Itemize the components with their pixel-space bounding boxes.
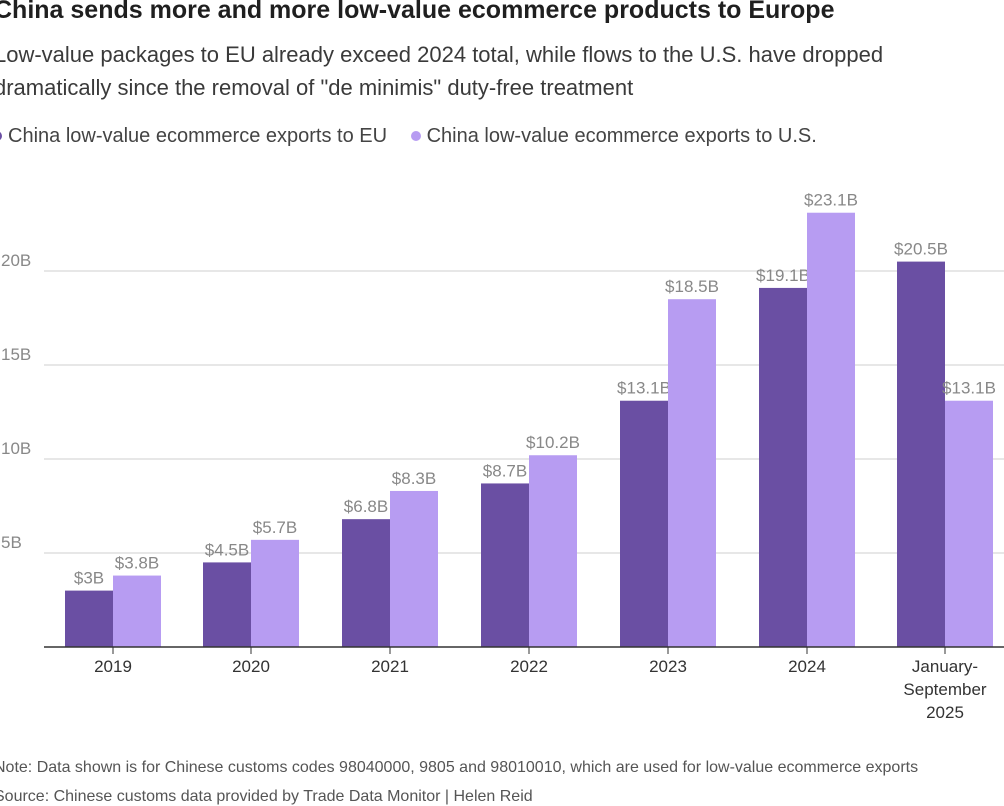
data-label: $19.1B xyxy=(756,266,810,285)
bar-us xyxy=(668,299,716,647)
x-tick-label: January- September 2025 xyxy=(903,657,986,722)
x-tick-label: 2023 xyxy=(649,657,687,676)
data-label: $4.5B xyxy=(205,540,249,559)
chart-subtitle: Low-value packages to EU already exceed … xyxy=(0,42,884,100)
x-tick-label-line: 2024 xyxy=(788,657,826,676)
chart-title: China sends more and more low-value ecom… xyxy=(0,0,835,24)
bar-us xyxy=(945,400,993,647)
bar-eu xyxy=(481,483,529,647)
bar-eu xyxy=(342,519,390,647)
x-tick-label-line: 2023 xyxy=(649,657,687,676)
bar-us xyxy=(390,490,438,647)
legend-label-eu: China low-value ecommerce exports to EU xyxy=(8,124,388,147)
y-tick-label: 10B xyxy=(1,439,31,458)
data-label: $20.5B xyxy=(894,240,948,259)
bar-chart: 5B 10B 15B 20B $3B $4.5B $6.8B $8.7B $13.1B $19.1… xyxy=(1,191,1004,722)
x-tick-label-line: 2020 xyxy=(232,657,270,676)
x-tick-label-line: 2019 xyxy=(94,657,132,676)
legend-swatch-eu xyxy=(0,131,2,141)
bar-us xyxy=(529,455,577,647)
bar-us xyxy=(807,212,855,647)
x-tick-label-line: 2025 xyxy=(926,703,964,722)
y-tick-label: 20B xyxy=(1,251,31,270)
data-label: $23.1B xyxy=(804,191,858,210)
x-tick-label-line: 2021 xyxy=(371,657,409,676)
data-label: $3B xyxy=(74,569,104,588)
legend-item-eu: China low-value ecommerce exports to EU xyxy=(0,125,387,148)
chart-legend: China low-value ecommerce exports to EU … xyxy=(0,124,835,148)
data-label: $13.1B xyxy=(617,379,671,398)
x-tick-label: 2019 xyxy=(94,657,132,676)
bar-us xyxy=(251,539,299,647)
legend-swatch-us xyxy=(410,131,421,141)
chart-source: Source: Chinese customs data provided by… xyxy=(0,788,533,805)
bar-eu xyxy=(759,287,807,647)
x-tick-label-line: 2022 xyxy=(510,657,548,676)
data-label: $5.7B xyxy=(253,518,297,537)
data-label: $3.8B xyxy=(115,554,159,573)
y-tick-label: 5B xyxy=(1,533,22,552)
x-tick-label: 2020 xyxy=(232,657,270,676)
x-tick-label: 2021 xyxy=(371,657,409,676)
y-tick-label: 15B xyxy=(1,345,31,364)
x-tick-label-line: January- xyxy=(912,657,978,676)
bar-eu xyxy=(620,400,668,647)
bar-eu xyxy=(65,590,113,647)
legend-label-us: China low-value ecommerce exports to U.S… xyxy=(426,124,817,147)
legend-item-us: China low-value ecommerce exports to U.S… xyxy=(410,124,817,148)
bar-eu xyxy=(897,261,945,647)
data-label: $18.5B xyxy=(665,277,719,296)
data-label: $8.7B xyxy=(483,461,527,480)
data-label: $8.3B xyxy=(392,469,436,488)
data-label: $6.8B xyxy=(344,497,388,516)
chart-note: Note: Data shown is for Chinese customs … xyxy=(0,759,919,776)
x-tick-label: 2022 xyxy=(510,657,548,676)
x-tick-label: 2024 xyxy=(788,657,826,676)
bar-us xyxy=(113,575,161,647)
data-label: $13.1B xyxy=(942,379,996,398)
x-tick-label-line: September xyxy=(903,680,986,699)
data-label: $10.2B xyxy=(526,433,580,452)
bar-eu xyxy=(203,562,251,647)
